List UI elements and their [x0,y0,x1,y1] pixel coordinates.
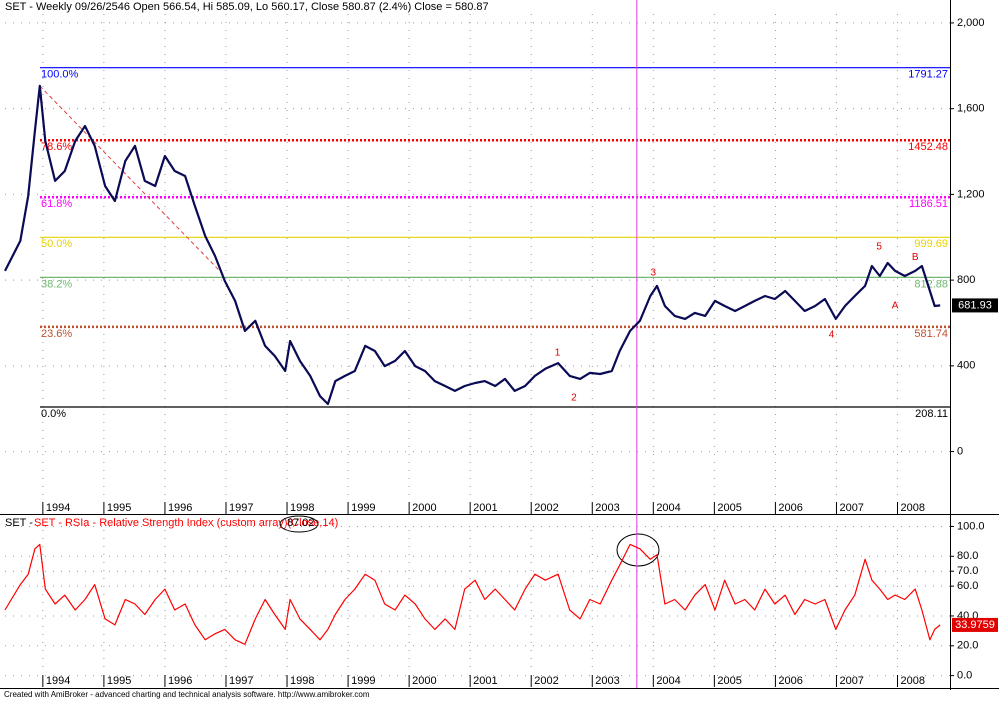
x-tick-label: 1997 [229,502,253,514]
x-tick-label: 1999 [351,502,375,514]
fib-value: 1452.48 [908,141,948,153]
x-tick-label: 2002 [534,675,558,687]
rsi-title: SET - RSIa - Relative Strength Index (cu… [34,517,338,529]
fib-value: 208.11 [915,408,948,420]
y-tick-label: 2,000 [957,17,985,29]
x-tick-label: 1997 [229,675,253,687]
y-tick-label: 100.0 [957,520,985,532]
x-tick-label: 2006 [778,502,802,514]
fib-label: 50.0% [41,238,72,250]
fib-label: 61.8% [41,198,72,210]
last-value-box [952,298,998,313]
y-tick-label: 800 [957,274,975,286]
series-line [4,84,941,406]
x-tick-label: 1996 [168,502,192,514]
x-tick-label: 2005 [717,675,741,687]
y-tick-label: 70.0 [957,565,978,577]
x-tick-label: 2006 [778,675,802,687]
fib-label: 78.6% [41,141,72,153]
rsi-prefix: SET - [5,517,33,529]
fib-value: 1791.27 [908,69,948,81]
fib-label: 23.6% [41,328,72,340]
x-tick-label: 2002 [534,502,558,514]
last-value-label: 33.9759 [955,619,995,631]
series-line [4,543,941,645]
wave-label: 1 [555,348,561,359]
wave-label: 4 [829,329,835,340]
fib-value: 812.88 [914,278,948,290]
x-tick-label: 2004 [656,675,680,687]
footer: Created with AmiBroker - advanced charti… [4,690,370,699]
y-tick-label: 1,200 [957,188,985,200]
fib-value: 1186.51 [909,198,948,210]
y-tick-label: 0.0 [957,670,972,682]
x-tick-label: 2003 [595,675,619,687]
y-tick-label: 20.0 [957,640,978,652]
x-tick-label: 2005 [717,502,741,514]
fib-value: 581.74 [914,328,948,340]
fib-value: 999.69 [914,238,948,250]
x-tick-label: 2003 [595,502,619,514]
x-tick-label: 2001 [473,675,497,687]
x-tick-label: 1995 [107,502,131,514]
x-tick-label: 2008 [901,675,925,687]
y-tick-label: 0 [957,445,963,457]
highlight-ellipse [279,515,319,533]
x-tick-label: 1999 [351,675,375,687]
fib-label: 0.0% [41,408,66,420]
fib-label: 38.2% [41,278,72,290]
last-value-label: 681.93 [958,299,992,311]
wave-label: 5 [876,242,882,253]
x-tick-label: 2000 [412,675,436,687]
trendline [39,85,226,277]
y-tick-label: 60.0 [957,580,978,592]
wave-label: 3 [651,267,657,278]
x-tick-label: 1995 [107,675,131,687]
y-tick-label: 80.0 [957,550,978,562]
rsi-cursor-value: 87.02 [287,517,315,529]
x-tick-label: 1996 [168,675,192,687]
x-tick-label: 2000 [412,502,436,514]
x-tick-label: 2007 [839,675,863,687]
x-tick-label: 1994 [46,502,70,514]
highlight-ellipse [616,533,660,567]
x-tick-label: 1998 [290,675,314,687]
x-tick-label: 1994 [46,675,70,687]
x-tick-label: 2008 [901,502,925,514]
last-value-box [952,617,998,632]
x-tick-label: 2007 [839,502,863,514]
wave-label: B [912,252,919,263]
wave-label: 2 [571,393,577,404]
y-tick-label: 1,600 [957,103,985,115]
fib-label: 100.0% [41,69,79,81]
y-tick-label: 400 [957,360,975,372]
wave-label: A [892,300,899,311]
x-tick-label: 2004 [656,502,680,514]
x-tick-label: 2001 [473,502,497,514]
price-header: SET - Weekly 09/26/2546 Open 566.54, Hi … [5,1,489,13]
x-tick-label: 1998 [290,502,314,514]
